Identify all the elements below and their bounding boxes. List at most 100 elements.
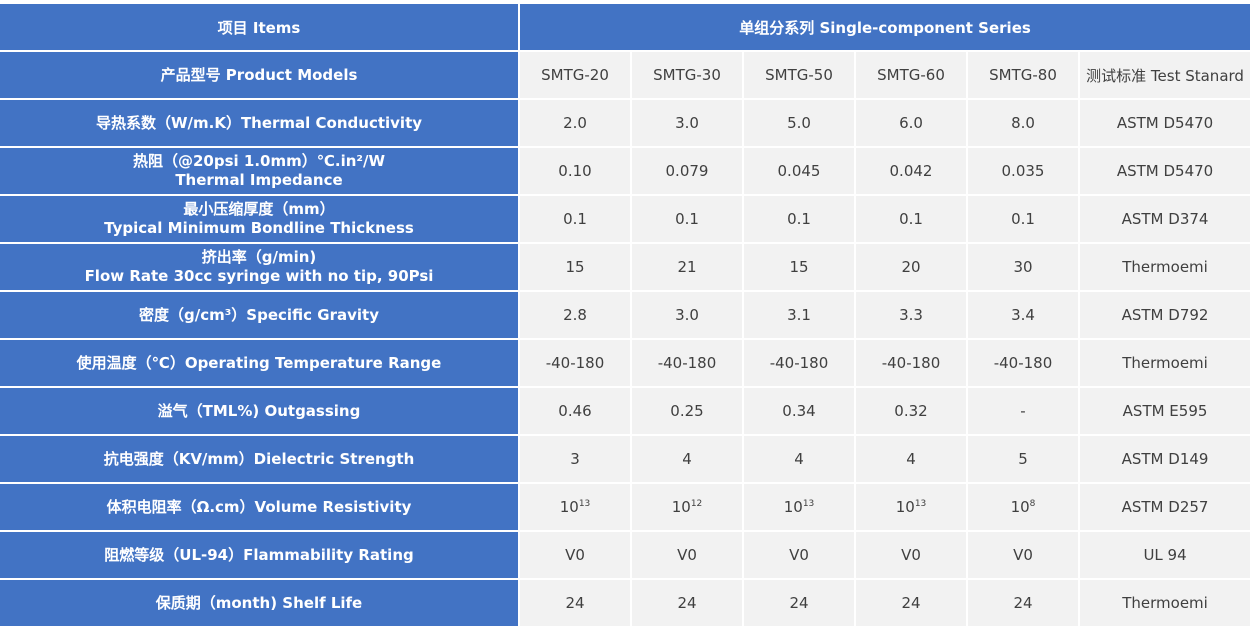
value-text: 0.25: [670, 402, 704, 420]
model-cell: SMTG-50: [744, 52, 856, 100]
table-row: 导热系数（W/m.K）Thermal Conductivity 2.0 3.0 5.0…: [0, 100, 1251, 148]
table-row: 使用温度（℃）Operating Temperature Range -40-18…: [0, 340, 1251, 388]
value-cell: 1013: [520, 484, 632, 532]
value-cell: 3.0: [632, 292, 744, 340]
value-text: 21: [677, 258, 697, 276]
value-cell: 1013: [744, 484, 856, 532]
property-label: 热阻（@20psi 1.0mm）℃.in²/W Thermal Impedance: [0, 148, 520, 196]
value-cell: 0.1: [744, 196, 856, 244]
value-text: 0.32: [894, 402, 928, 420]
property-label: 溢气（TML%) Outgassing: [0, 388, 520, 436]
value-text: V0: [565, 546, 585, 564]
value-cell: 4: [632, 436, 744, 484]
value-text: 0.10: [558, 162, 592, 180]
standard-cell: ASTM D5470: [1080, 148, 1251, 196]
standard-cell: ASTM D149: [1080, 436, 1251, 484]
value-text: -: [1020, 402, 1026, 420]
value-cell: -40-180: [856, 340, 968, 388]
value-cell: 0.10: [520, 148, 632, 196]
property-label-line1: 使用温度（℃）Operating Temperature Range: [76, 353, 442, 372]
property-label-line1: 保质期（month) Shelf Life: [155, 593, 363, 612]
value-text: V0: [901, 546, 921, 564]
value-cell: 20: [856, 244, 968, 292]
value-cell: 24: [968, 580, 1080, 628]
value-text: 3.0: [675, 306, 699, 324]
value-text: 15: [789, 258, 809, 276]
series-header: 单组分系列 Single-component Series: [520, 4, 1251, 52]
table-row: 阻燃等级（UL-94）Flammability Rating V0 V0 V0 V0 V0…: [0, 532, 1251, 580]
value-text: 15: [565, 258, 585, 276]
value-cell: 5.0: [744, 100, 856, 148]
value-cell: 0.035: [968, 148, 1080, 196]
value-cell: 6.0: [856, 100, 968, 148]
value-text: 0.1: [899, 210, 923, 228]
value-text: V0: [789, 546, 809, 564]
value-exponent: 13: [802, 499, 815, 509]
value-cell: V0: [744, 532, 856, 580]
standard-header: 测试标准 Test Stanard: [1080, 52, 1251, 100]
value-text: 0.1: [787, 210, 811, 228]
value-text: 10: [895, 498, 915, 516]
value-text: 4: [682, 450, 692, 468]
value-text: V0: [1013, 546, 1033, 564]
value-cell: 3.3: [856, 292, 968, 340]
table-row: 最小压缩厚度（mm） Typical Minimum Bondline Thick…: [0, 196, 1251, 244]
value-cell: 0.25: [632, 388, 744, 436]
standard-cell: ASTM D374: [1080, 196, 1251, 244]
value-cell: 0.045: [744, 148, 856, 196]
value-cell: 3: [520, 436, 632, 484]
value-exponent: 13: [914, 499, 927, 509]
value-text: 30: [1013, 258, 1033, 276]
table-row: 密度（g/cm³）Specific Gravity 2.8 3.0 3.1 3.3 3.4…: [0, 292, 1251, 340]
value-cell: 5: [968, 436, 1080, 484]
value-cell: 15: [744, 244, 856, 292]
standard-cell: ASTM D257: [1080, 484, 1251, 532]
standard-cell: UL 94: [1080, 532, 1251, 580]
value-text: 4: [906, 450, 916, 468]
value-cell: -40-180: [632, 340, 744, 388]
value-text: 3.4: [1011, 306, 1035, 324]
standard-cell: Thermoemi: [1080, 340, 1251, 388]
value-exponent: 8: [1029, 499, 1036, 509]
value-text: -40-180: [993, 354, 1053, 372]
value-cell: 0.1: [856, 196, 968, 244]
value-cell: 108: [968, 484, 1080, 532]
value-cell: 0.34: [744, 388, 856, 436]
property-label: 导热系数（W/m.K）Thermal Conductivity: [0, 100, 520, 148]
value-cell: 0.1: [520, 196, 632, 244]
models-label: 产品型号 Product Models: [0, 52, 520, 100]
property-label-line2: Flow Rate 30cc syringe with no tip, 90Ps…: [84, 267, 434, 285]
value-cell: 30: [968, 244, 1080, 292]
property-label: 保质期（month) Shelf Life: [0, 580, 520, 628]
property-label-line1: 挤出率（g/min): [201, 248, 317, 266]
value-cell: 0.042: [856, 148, 968, 196]
value-text: 0.46: [558, 402, 592, 420]
value-cell: -40-180: [744, 340, 856, 388]
value-cell: 0.46: [520, 388, 632, 436]
value-text: 24: [789, 594, 809, 612]
property-label-line1: 体积电阻率（Ω.cm）Volume Resistivity: [106, 497, 412, 516]
value-text: 6.0: [899, 114, 923, 132]
value-text: 0.045: [777, 162, 821, 180]
property-label: 密度（g/cm³）Specific Gravity: [0, 292, 520, 340]
value-text: 24: [565, 594, 585, 612]
spec-table: 项目 Items 单组分系列 Single-component Series 产…: [0, 4, 1251, 628]
value-cell: 3.4: [968, 292, 1080, 340]
table-row: 溢气（TML%) Outgassing 0.46 0.25 0.34 0.32 - ASTM…: [0, 388, 1251, 436]
value-exponent: 12: [690, 499, 703, 509]
value-cell: V0: [968, 532, 1080, 580]
value-cell: 1012: [632, 484, 744, 532]
value-text: 2.8: [563, 306, 587, 324]
value-cell: -40-180: [520, 340, 632, 388]
value-cell: 24: [744, 580, 856, 628]
value-text: 10: [1010, 498, 1030, 516]
value-text: 10: [783, 498, 803, 516]
value-text: V0: [677, 546, 697, 564]
table-row: 挤出率（g/min) Flow Rate 30cc syringe with no…: [0, 244, 1251, 292]
value-cell: 15: [520, 244, 632, 292]
value-text: 5.0: [787, 114, 811, 132]
table-row: 热阻（@20psi 1.0mm）℃.in²/W Thermal Impedance…: [0, 148, 1251, 196]
property-label-line1: 密度（g/cm³）Specific Gravity: [139, 305, 379, 324]
property-label: 抗电强度（KV/mm）Dielectric Strength: [0, 436, 520, 484]
value-text: 4: [794, 450, 804, 468]
